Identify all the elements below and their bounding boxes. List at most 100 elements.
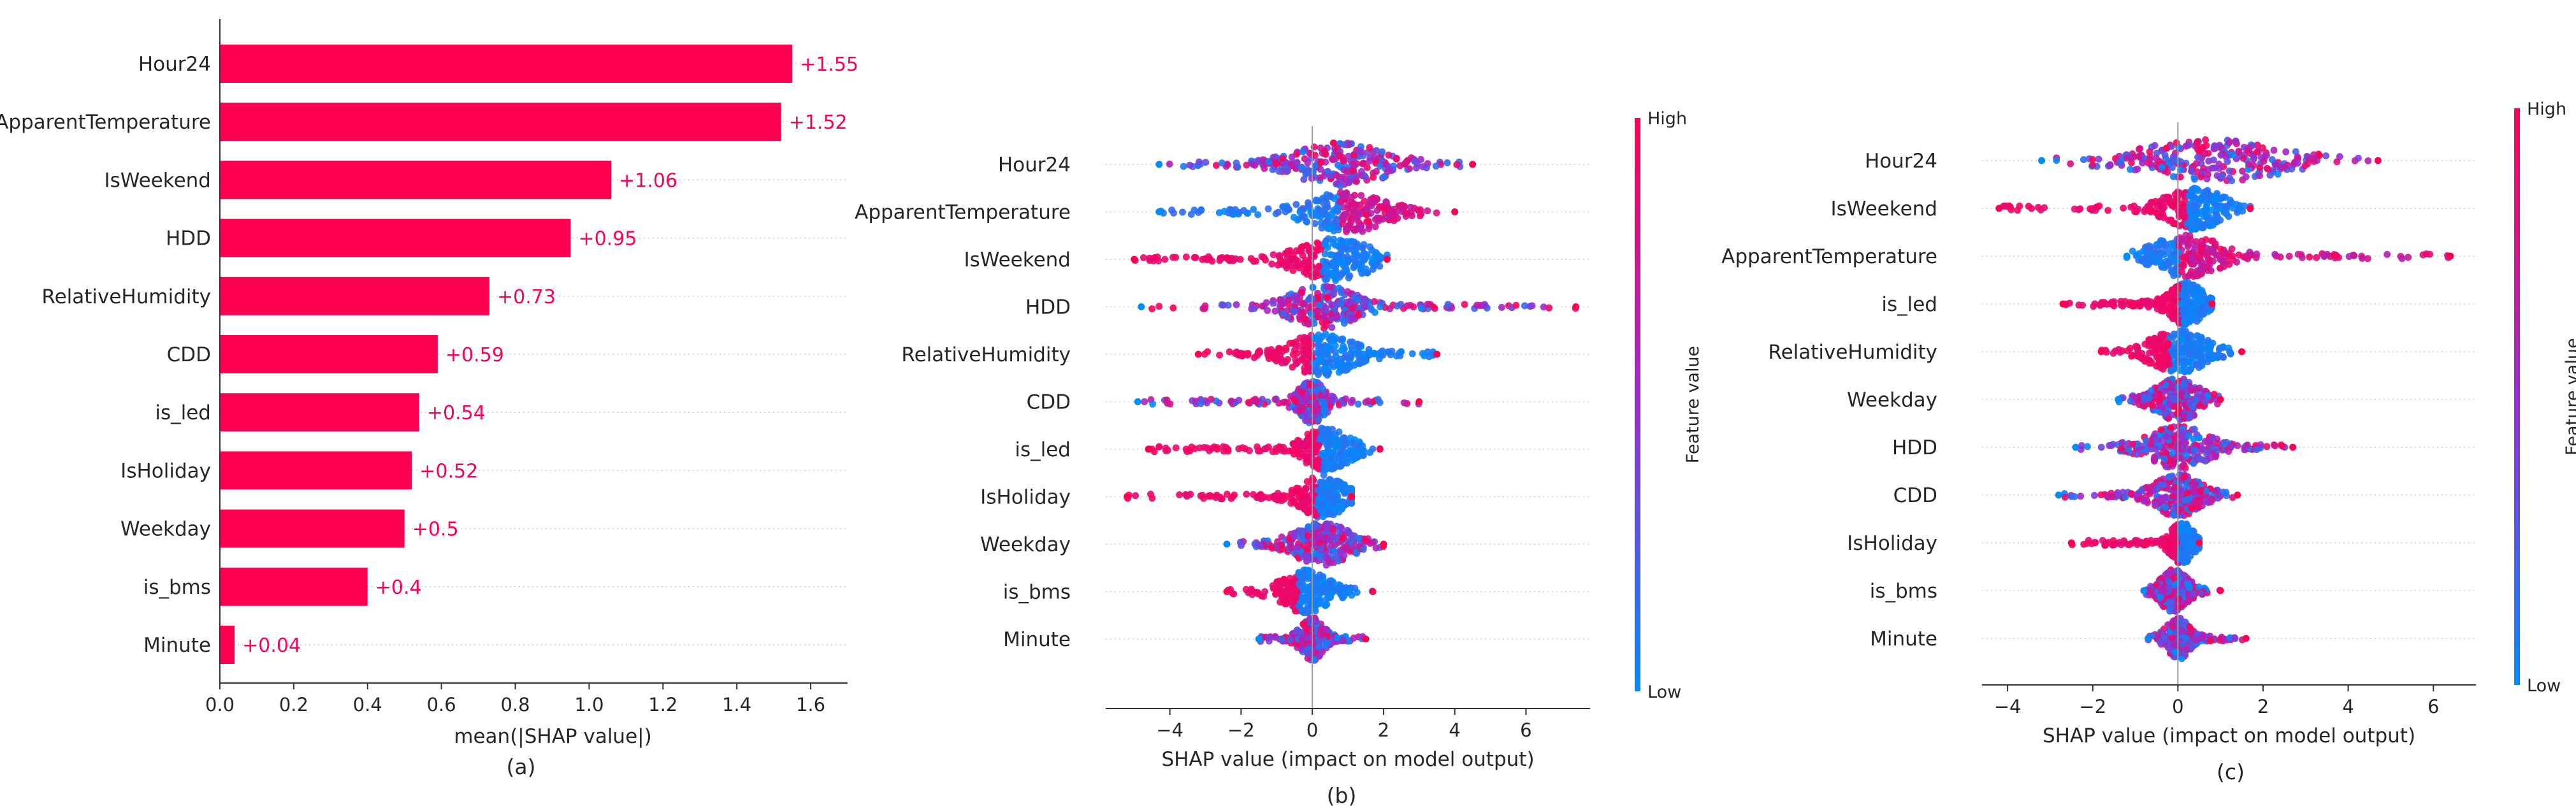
swarm-point [2139,247,2147,255]
swarm-point [1235,396,1243,404]
swarm-point [1384,162,1391,170]
swarm-point [1290,213,1298,221]
swarm-point [1217,255,1224,263]
swarm-point [2310,151,2318,159]
swarm-point [2422,250,2430,257]
swarm-point [1285,296,1292,304]
swarm-point [2127,398,2134,405]
swarm-Hour24 [1155,140,1477,190]
swarm-point [1370,255,1377,263]
swarm-point [1283,493,1291,500]
swarm-point [1354,348,1362,356]
swarm-point [1150,448,1158,456]
swarm-point [2150,245,2157,253]
swarm-point [1305,202,1312,210]
swarm-point [2203,203,2210,210]
swarm-point [1312,430,1319,438]
swarm-point [1329,363,1337,370]
swarm-point [2160,330,2167,338]
swarm-point [2182,254,2189,261]
swarm-point [1291,593,1298,601]
swarm-point [1335,442,1342,449]
swarm-point [1383,214,1391,222]
swarm-point [1300,396,1308,403]
xtick-label: 1.2 [648,694,677,716]
swarm-point [2134,165,2141,173]
swarm-point [2213,194,2220,201]
swarm-point [1284,247,1292,255]
swarm-point [1296,441,1303,449]
swarm-point [1187,210,1195,218]
swarm-point [2157,237,2164,245]
swarm-point [1261,588,1269,595]
swarm-point [2191,447,2199,454]
ytick-label: IsWeekend [104,169,211,192]
swarm-point [1296,313,1303,320]
swarm-point [1218,159,1226,167]
swarm-point [1361,256,1368,264]
swarm-point [2162,145,2170,152]
swarm-point [1196,158,1203,166]
swarm-HDD [2072,422,2297,472]
swarm-point [2276,253,2284,261]
swarm-point [1338,238,1346,245]
swarm-point [2246,248,2254,256]
swarm-point [1304,532,1312,540]
swarm-Hour24 [2038,136,2382,185]
swarm-point [1250,305,1258,312]
outlier-point [1469,161,1477,168]
swarm-IsHoliday [1124,471,1356,521]
swarm-point [1343,168,1350,176]
swarm-point [1250,257,1257,265]
swarm-point [2232,138,2240,145]
swarm-point [2111,347,2119,355]
swarm-point [1312,162,1319,169]
swarm-IsWeekend [1995,184,2254,233]
swarm-point [1223,491,1231,498]
swarm-point [1298,636,1306,643]
swarm-point [1316,350,1324,357]
swarm-point [1270,299,1277,307]
swarm-point [1315,206,1323,214]
swarm-point [1319,451,1326,459]
outlier-point [1369,588,1377,595]
swarm-point [2125,440,2132,447]
feature-label: Minute [1003,628,1071,651]
swarm-point [1422,164,1430,171]
swarm-point [1396,352,1404,359]
swarm-point [1293,296,1301,303]
feature-label: CDD [1027,391,1071,414]
swarm-point [1188,443,1196,451]
swarm-point [1329,499,1336,507]
swarm-point [1243,161,1250,169]
swarm-point [1389,212,1397,219]
swarm-point [2169,289,2176,296]
value-label: +0.54 [427,402,486,424]
value-label: +0.95 [578,228,637,250]
swarm-point [1303,340,1311,348]
swarm-point [1305,523,1313,531]
swarm-point [1182,253,1190,261]
swarm-point [1296,343,1303,350]
swarm-point [1269,582,1277,589]
swarm-point [2194,185,2201,193]
swarm-point [1333,312,1341,320]
swarm-point [2405,254,2412,261]
swarm-point [1271,153,1279,161]
swarm-point [1275,586,1282,593]
swarm-point [2224,158,2231,166]
swarm-point [1351,257,1358,264]
swarm-point [2079,301,2086,309]
bar-is_led [220,393,419,432]
ytick-label: Weekday [120,518,211,541]
swarm-point [1368,306,1375,313]
swarm-point [1351,542,1359,550]
swarm-point [1208,257,1216,265]
swarm-point [1151,254,1159,261]
swarm-point [1218,301,1226,308]
swarm-point [1321,398,1328,406]
swarm-point [1290,308,1298,316]
swarm-point [1201,350,1208,358]
swarm-point [1453,161,1461,168]
swarm-point [2204,171,2211,178]
